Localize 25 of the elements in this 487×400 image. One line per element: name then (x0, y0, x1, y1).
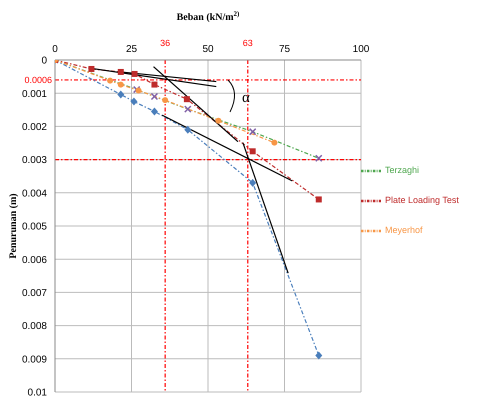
y-tick-label: 0.009 (22, 354, 48, 366)
y-tick-label: 0.003 (22, 155, 48, 166)
legend-label: Meyerhof (385, 225, 423, 235)
y-tick-label: 0.004 (22, 188, 48, 200)
ref-line-label: 36 (160, 38, 170, 48)
y-tick-label: 0.002 (22, 122, 48, 133)
y-axis-title: Penurunan (m) (8, 193, 19, 259)
y-tick-label: 0.006 (22, 254, 48, 266)
y-tick-label: 0.007 (22, 288, 48, 299)
y-tick-label: 0.001 (22, 88, 48, 100)
x-tick-label: 100 (352, 44, 370, 55)
y-tick-label: 0.008 (22, 321, 48, 332)
y-tick-label: 0 (41, 56, 48, 67)
annotation: α (242, 90, 250, 106)
x-tick-label: 50 (202, 44, 214, 55)
ref-line-label: 0.0006 (24, 74, 52, 85)
y-tick-label: 0.01 (28, 388, 48, 399)
x-tick-label: 75 (278, 44, 290, 55)
x-axis-title: Beban (kN/m$^{2)}$ (176, 10, 240, 23)
ref-line-label: 63 (242, 38, 253, 48)
legend-label: Terzaghi (385, 165, 420, 175)
y-tick-label: 0.005 (22, 222, 48, 233)
x-tick-label: 0 (52, 44, 58, 55)
legend-label: Plate Loading Test (385, 195, 459, 205)
x-tick-label: 25 (126, 44, 138, 55)
